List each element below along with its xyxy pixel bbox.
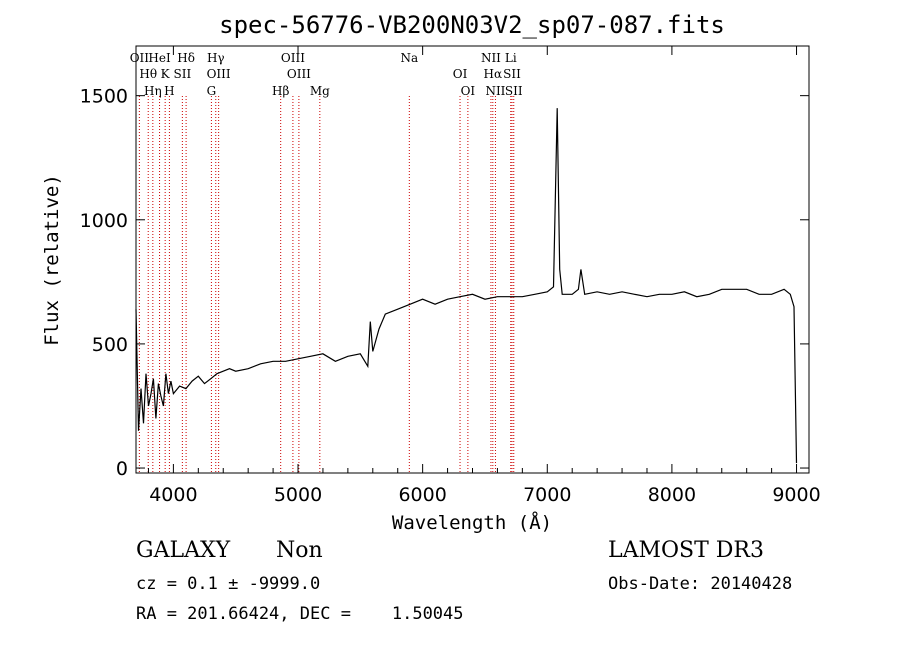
x-tick-label: 9000 [772, 484, 820, 506]
plot-frame [135, 45, 810, 474]
spectral-line-label: Hη [144, 84, 162, 98]
flux-series [135, 108, 798, 464]
x-tick-label: 6000 [398, 484, 446, 506]
spectral-line-label: OI [453, 67, 468, 81]
spectral-line-label: Hγ [207, 51, 225, 65]
spectral-line-label: Mg [310, 84, 330, 98]
chart-title: spec-56776-VB200N03V2_sp07-087.fits [219, 11, 725, 39]
x-axis-label: Wavelength (Å) [392, 511, 552, 534]
spectral-line-label: NII [481, 51, 501, 65]
spectral-line-label: SII [505, 84, 523, 98]
spectral-line-label: SII [174, 67, 192, 81]
spectral-line-label: NII [485, 84, 505, 98]
y-tick-label: 0 [116, 458, 128, 480]
obs-date: Obs-Date: 20140428 [608, 574, 793, 594]
spectral-line-label: OII [130, 51, 150, 65]
object-class: GALAXY [136, 538, 231, 563]
spectral-line-label: OIII [287, 67, 311, 81]
y-tick-label: 1000 [80, 210, 128, 232]
redshift-readout: cz = 0.1 ± -9999.0 [136, 574, 321, 594]
spectral-line-label: OIII [207, 67, 231, 81]
x-tick-label: 7000 [523, 484, 571, 506]
spectral-line-label: Hβ [272, 84, 289, 98]
flux-line [135, 108, 798, 464]
ra-dec-readout: RA = 201.66424, DEC = 1.50045 [136, 604, 464, 624]
y-axis-label: Flux (relative) [41, 174, 63, 346]
spectral-line-label: Hδ [177, 51, 195, 65]
survey-name: LAMOST DR3 [608, 538, 764, 563]
spectral-line-label: Li [505, 51, 517, 65]
spectral-line-label: OIII [281, 51, 305, 65]
spectral-line-label: K [161, 67, 171, 81]
spectral-line-label: OI [461, 84, 476, 98]
spectral-line-label: Hθ [139, 67, 157, 81]
y-tick-label: 500 [92, 334, 128, 356]
x-tick-label: 4000 [149, 484, 197, 506]
spectral-line-label: H [164, 84, 174, 98]
x-tick-label: 5000 [274, 484, 322, 506]
spectral-line-markers: OII Hθ Hη HeI KH Hδ SII G Hγ OIII Hβ OIII OIII Mg Na OI… [130, 51, 523, 473]
axis-ticks: 4000 5000 6000 7000 8000 9000 0 500 1000 1500 [80, 46, 821, 506]
y-tick-label: 1500 [80, 86, 128, 108]
x-tick-label: 8000 [648, 484, 696, 506]
spectral-line-label: SII [503, 67, 521, 81]
spectral-line-label: HeI [148, 51, 171, 65]
object-subclass: Non [276, 538, 323, 563]
spectral-line-label: G [207, 84, 217, 98]
spectral-line-label: Hα [484, 67, 503, 81]
spectral-line-label: Na [400, 51, 418, 65]
